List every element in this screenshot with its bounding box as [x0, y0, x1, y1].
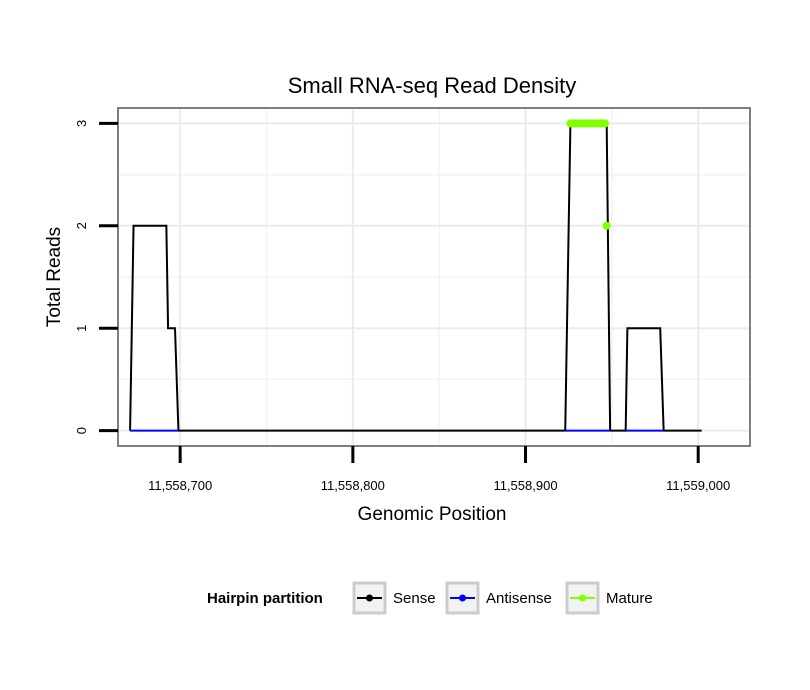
- legend-point-antisense: [459, 594, 466, 602]
- legend-point-sense: [366, 594, 373, 602]
- mature-point: [600, 119, 609, 128]
- legend-title: Hairpin partition: [207, 590, 323, 607]
- y-tick-label: 2: [74, 222, 89, 229]
- y-tick-label: 0: [74, 427, 89, 434]
- legend-label-sense: Sense: [393, 590, 436, 607]
- x-tick-label: 11,558,900: [493, 478, 557, 493]
- x-tick-label: 11,558,800: [321, 478, 385, 493]
- series-layer: [129, 119, 702, 432]
- x-tick-label: 11,558,700: [148, 478, 212, 493]
- axes: 11,558,700 11,558,800 11,558,900 11,559,000…: [74, 120, 730, 493]
- plot-border: [117, 107, 751, 447]
- sense-line: [129, 122, 702, 432]
- x-tick-label: 11,559,000: [666, 478, 730, 493]
- chart-title: Small RNA-seq Read Density: [288, 73, 577, 98]
- y-tick-label: 1: [74, 325, 89, 332]
- legend: Sense Antisense Mature: [352, 581, 653, 615]
- y-axis-title: Total Reads: [44, 227, 65, 327]
- legend-label-antisense: Antisense: [486, 590, 552, 607]
- legend-point-mature: [579, 594, 586, 602]
- y-tick-label: 3: [74, 120, 89, 127]
- legend-label-mature: Mature: [606, 590, 653, 607]
- x-axis-title: Genomic Position: [358, 504, 507, 525]
- mature-point: [602, 221, 611, 230]
